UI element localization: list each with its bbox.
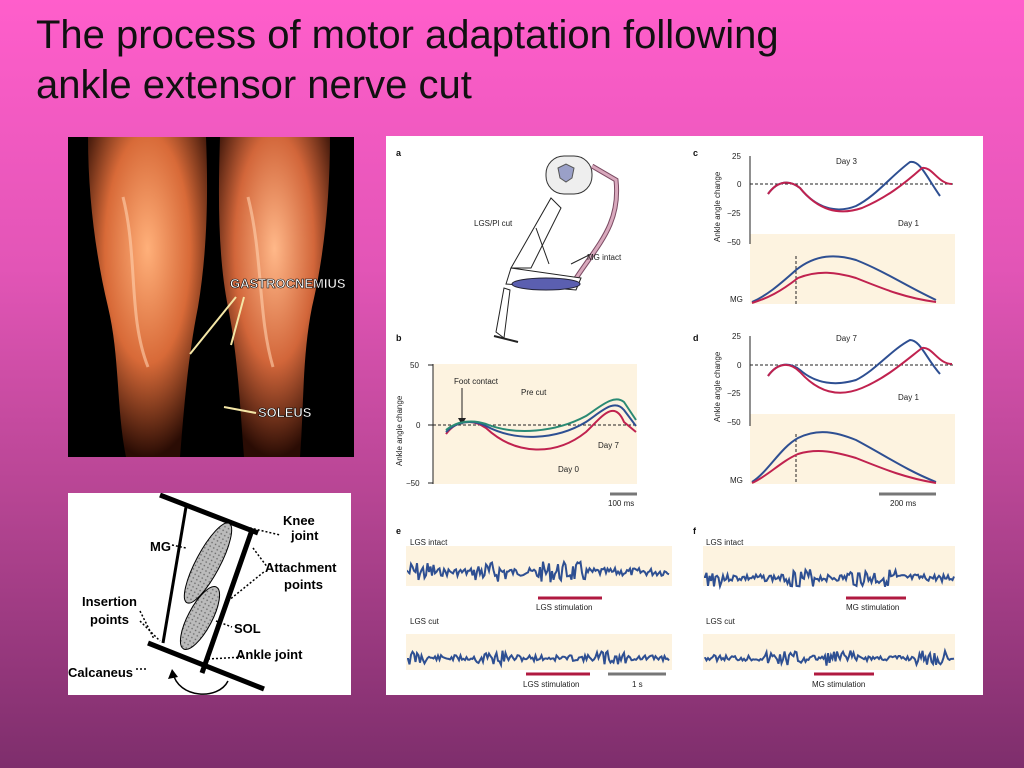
day1-label-d: Day 1: [898, 393, 919, 402]
emg-e-intact: [407, 559, 670, 583]
panel-d-ytick-neg25: −25: [727, 389, 741, 398]
gastrocnemius-pointer: [189, 296, 237, 355]
panel-letter-d: d: [693, 333, 699, 343]
panel-e-stim-label-1: LGS stimulation: [536, 603, 592, 612]
tendon-line: [161, 506, 188, 644]
mg-intact-label: MG intact: [587, 253, 622, 262]
panel-f-stim-label-1: MG stimulation: [846, 603, 899, 612]
panel-b-scale-label: 100 ms: [608, 499, 634, 508]
panel-letter-c: c: [693, 148, 698, 158]
day3-label-c: Day 3: [836, 157, 857, 166]
attachment-points-label-1: Attachment: [265, 560, 337, 575]
panel-b-ytick-0: 0: [416, 421, 421, 430]
panel-e-intact-label: LGS intact: [410, 538, 448, 547]
panel-e-stim-label-2: LGS stimulation: [523, 680, 579, 689]
panel-b-ytick-neg50: −50: [406, 479, 420, 488]
emg-f-cut: [704, 647, 955, 668]
panel-c-ytick-0: 0: [737, 180, 742, 189]
slide-title: The process of motor adaptation followin…: [36, 10, 996, 110]
mg-muscle: [183, 522, 233, 604]
mg-label-c: MG: [730, 295, 743, 304]
panel-d-ytick-25: 25: [732, 332, 741, 341]
panel-f-intact-label: LGS intact: [706, 538, 744, 547]
gastrocnemius-pointer: [230, 296, 245, 346]
ankle-joint-label: Ankle joint: [236, 647, 303, 662]
rotation-arc: [172, 672, 229, 695]
panel-d-ytick-0: 0: [737, 361, 742, 370]
day7-label-b: Day 7: [598, 441, 619, 450]
knee-joint-label-1: Knee: [283, 513, 315, 528]
title-line-1: The process of motor adaptation followin…: [36, 13, 779, 57]
panel-c-ytick-neg50: −50: [727, 238, 741, 247]
attachment-points-label-2: points: [284, 577, 323, 592]
panel-c-ytick-25: 25: [732, 152, 741, 161]
day0-label-b: Day 0: [558, 465, 579, 474]
foot-contact-label: Foot contact: [454, 377, 499, 386]
trace-d-mg-day7: [751, 431, 937, 483]
lgs-pl-cut-label: LGS/Pl cut: [474, 219, 513, 228]
day1-label-c: Day 1: [898, 219, 919, 228]
panel-letter-b: b: [396, 333, 402, 343]
adaptation-figure: a b c d e f LGS/Pl cut MG intact 50 0: [386, 136, 983, 695]
leg-muscle-photo: GASTROCNEMIUS SOLEUS: [68, 137, 354, 457]
insertion-points-label-2: points: [90, 612, 129, 627]
cat-hindlimb-sketch: [493, 155, 620, 343]
mg-label-d: MG: [730, 476, 743, 485]
title-line-2: ankle extensor nerve cut: [36, 63, 472, 107]
foot-bar: [147, 640, 265, 692]
soleus-pointer: [223, 406, 257, 414]
panel-d-ytick-neg50: −50: [727, 418, 741, 427]
soleus-label: SOLEUS: [258, 405, 312, 420]
sol-muscle: [179, 586, 221, 650]
insertion-points-label-1: Insertion: [82, 594, 137, 609]
panel-letter-f: f: [693, 526, 697, 536]
panel-d-scale-label: 200 ms: [890, 499, 916, 508]
day7-label-d: Day 7: [836, 334, 857, 343]
panel-b-ylabel: Ankle angle change: [395, 395, 404, 466]
emg-e-cut: [407, 648, 670, 669]
femur-bar: [159, 493, 259, 536]
muscle-schematic: Knee joint MG Attachment points Insertio…: [68, 493, 351, 695]
panel-e-scale-label: 1 s: [632, 680, 643, 689]
gastrocnemius-label: GASTROCNEMIUS: [230, 276, 346, 291]
panel-letter-e: e: [396, 526, 401, 536]
figure-panels: a b c d e f LGS/Pl cut MG intact 50 0: [395, 148, 955, 689]
trace-c-day1: [767, 166, 953, 213]
panel-f-cut-label: LGS cut: [706, 617, 736, 626]
panel-e-cut-label: LGS cut: [410, 617, 440, 626]
trace-c-mg-day1: [751, 271, 937, 304]
trace-pre-cut: [445, 398, 637, 432]
panel-b-ytick-50: 50: [410, 361, 419, 370]
trace-d-day7: [767, 338, 941, 385]
pre-cut-label: Pre cut: [521, 388, 547, 397]
leg-muscle-illustration: GASTROCNEMIUS SOLEUS: [68, 137, 354, 457]
sol-label: SOL: [234, 621, 261, 636]
trace-d-mg-day1: [751, 450, 937, 484]
calcaneus-label: Calcaneus: [68, 665, 133, 680]
trace-c-mg-day3: [751, 255, 937, 303]
knee-joint-label-2: joint: [290, 528, 319, 543]
panel-letter-a: a: [396, 148, 402, 158]
trace-c-day3: [767, 160, 941, 211]
trace-d-day1: [767, 346, 953, 394]
schematic-drawing: Knee joint MG Attachment points Insertio…: [68, 493, 337, 695]
panel-c-ylabel: Ankle angle change: [713, 171, 722, 242]
tibia-bar: [199, 529, 255, 674]
panel-d-ylabel: Ankle angle change: [713, 351, 722, 422]
emg-f-intact: [704, 566, 955, 591]
panel-c-ytick-neg25: −25: [727, 209, 741, 218]
figure-traces: [407, 160, 955, 669]
panel-f-stim-label-2: MG stimulation: [812, 680, 865, 689]
mg-label: MG: [150, 539, 171, 554]
